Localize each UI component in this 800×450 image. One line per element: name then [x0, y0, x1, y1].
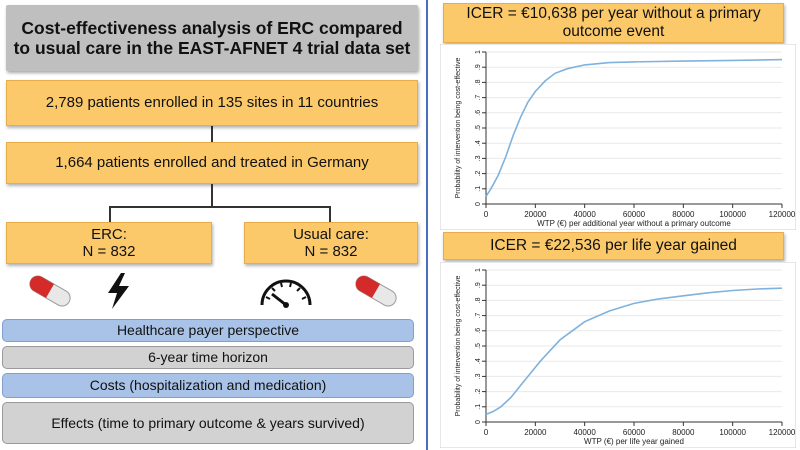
y-tick-label: 1 [475, 268, 482, 272]
connector-line [329, 206, 331, 222]
enrolled-all-box: 2,789 patients enrolled in 135 sites in … [6, 80, 418, 126]
y-tick-label: .1 [475, 186, 482, 192]
connector-line [211, 184, 213, 206]
connector-line [109, 206, 331, 208]
y-axis-label: Probability of intervention being cost-e… [455, 58, 462, 199]
y-tick-label: .7 [475, 313, 482, 319]
x-tick-label: 120000 [769, 210, 796, 219]
icer-outcome-box: ICER = €10,638 per year without a primar… [443, 3, 784, 43]
erc-arm-box: ERC: N = 832 [6, 222, 212, 264]
y-tick-label: .1 [475, 404, 482, 410]
erc-arm-label: ERC: [91, 225, 127, 243]
time-horizon-pill: 6-year time horizon [2, 346, 414, 369]
y-tick-label: .9 [475, 64, 482, 70]
y-tick-label: .5 [475, 343, 482, 349]
y-tick-label: .9 [475, 282, 482, 288]
y-tick-label: .3 [475, 155, 482, 161]
y-tick-label: .8 [475, 297, 482, 303]
speedometer-gauge-icon [260, 279, 312, 308]
connector-line [109, 206, 111, 222]
connector-line [211, 126, 213, 142]
usual-care-label: Usual care: [293, 225, 369, 243]
y-tick-label: .3 [475, 373, 482, 379]
pill-icon [29, 275, 71, 307]
y-tick-label: .4 [475, 358, 482, 364]
x-tick-label: 100000 [719, 210, 746, 219]
payer-perspective-pill: Healthcare payer perspective [2, 319, 414, 342]
acceptability-curve-line [485, 58, 783, 197]
y-tick-label: .2 [475, 389, 482, 395]
x-tick-label: 60000 [623, 210, 646, 219]
lightning-bolt-icon [108, 273, 129, 309]
acceptability-curve-line [485, 287, 783, 416]
y-tick-label: .5 [475, 125, 482, 131]
x-tick-label: 100000 [719, 428, 746, 437]
usual-care-n: N = 832 [304, 243, 358, 260]
erc-arm-n: N = 832 [82, 243, 136, 260]
x-tick-label: 40000 [574, 428, 597, 437]
x-tick-label: 80000 [672, 210, 695, 219]
pill-icon [355, 275, 397, 307]
y-tick-label: .2 [475, 171, 482, 177]
x-tick-label: 60000 [623, 428, 646, 437]
y-tick-label: .6 [475, 110, 482, 116]
x-tick-label: 0 [484, 210, 489, 219]
x-tick-label: 20000 [524, 428, 547, 437]
panel-divider [426, 0, 428, 450]
x-tick-label: 40000 [574, 210, 597, 219]
x-tick-label: 120000 [769, 428, 796, 437]
y-tick-label: 0 [475, 420, 482, 424]
acceptability-curve-life-year: 0 .1 .2 .3 .4 .5 .6 .7 .8 .9 1 0 20000 40000 60000 8000… [440, 262, 796, 448]
y-tick-label: .6 [475, 328, 482, 334]
y-tick-label: .7 [475, 95, 482, 101]
usual-care-arm-box: Usual care: N = 832 [244, 222, 418, 264]
x-axis-label: WTP (€) per life year gained [584, 437, 684, 446]
chart-frame [440, 44, 796, 230]
costs-pill: Costs (hospitalization and medication) [2, 373, 414, 398]
y-tick-label: .8 [475, 79, 482, 85]
y-axis-label: Probability of intervention being cost-e… [455, 276, 462, 417]
diagram-title: Cost-effectiveness analysis of ERC compa… [6, 5, 418, 71]
y-tick-label: .4 [475, 140, 482, 146]
enrolled-germany-box: 1,664 patients enrolled and treated in G… [6, 142, 418, 184]
x-tick-label: 0 [484, 428, 489, 437]
y-tick-label: 1 [475, 50, 482, 54]
effects-pill: Effects (time to primary outcome & years… [2, 402, 414, 444]
x-axis-label: WTP (€) per additional year without a pr… [537, 219, 731, 228]
icer-life-year-box: ICER = €22,536 per life year gained [443, 232, 784, 260]
acceptability-curve-outcome: 0 .1 .2 .3 .4 .5 .6 .7 .8 .9 1 0 20000 40000 60000 8000… [440, 44, 796, 230]
y-tick-label: 0 [475, 202, 482, 206]
chart-frame [440, 262, 796, 448]
x-tick-label: 20000 [524, 210, 547, 219]
x-tick-label: 80000 [672, 428, 695, 437]
